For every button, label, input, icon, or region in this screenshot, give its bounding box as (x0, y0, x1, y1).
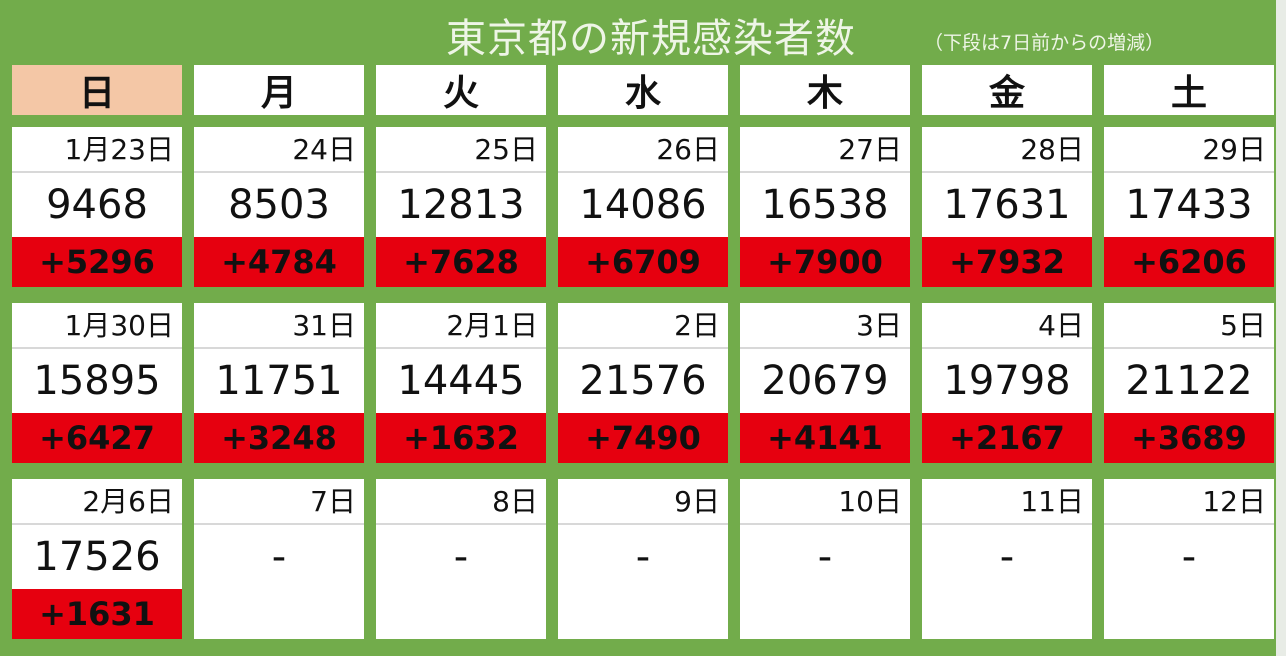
day-date: 4日 (922, 303, 1092, 349)
day-weekly-change: +4141 (740, 413, 910, 463)
weekday-header-wed: 水 (558, 65, 728, 115)
right-edge (1276, 0, 1286, 656)
weekday-header-sat: 土 (1104, 65, 1274, 115)
day-cell: 26日 14086 +6709 (558, 127, 728, 287)
page-subtitle: （下段は7日前からの増減） (924, 32, 1165, 54)
day-cell: 4日 19798 +2167 (922, 303, 1092, 463)
day-cell: 1月23日 9468 +5296 (12, 127, 182, 287)
day-cell: 28日 17631 +7932 (922, 127, 1092, 287)
weekday-header-thu: 木 (740, 65, 910, 115)
day-case-count: 17433 (1104, 173, 1274, 237)
day-weekly-change: +1631 (12, 589, 182, 639)
day-case-count: 21122 (1104, 349, 1274, 413)
day-date: 11日 (922, 479, 1092, 525)
day-weekly-change: +3248 (194, 413, 364, 463)
day-cell: 29日 17433 +6206 (1104, 127, 1274, 287)
day-case-count: 12813 (376, 173, 546, 237)
day-date: 12日 (1104, 479, 1274, 525)
day-cell: 10日 - (740, 479, 910, 639)
day-cell: 1月30日 15895 +6427 (12, 303, 182, 463)
day-cell: 25日 12813 +7628 (376, 127, 546, 287)
day-date: 5日 (1104, 303, 1274, 349)
day-date: 10日 (740, 479, 910, 525)
day-cell: 9日 - (558, 479, 728, 639)
day-weekly-change (194, 589, 364, 639)
day-weekly-change: +7628 (376, 237, 546, 287)
day-cell: 12日 - (1104, 479, 1274, 639)
weekday-header-tue: 火 (376, 65, 546, 115)
weekday-header-mon: 月 (194, 65, 364, 115)
day-weekly-change (922, 589, 1092, 639)
day-weekly-change: +4784 (194, 237, 364, 287)
day-date: 8日 (376, 479, 546, 525)
week-row: 1月30日 15895 +6427 31日 11751 +3248 2月1日 14445 +16… (12, 303, 1274, 463)
day-date: 2月6日 (12, 479, 182, 525)
day-date: 3日 (740, 303, 910, 349)
day-date: 7日 (194, 479, 364, 525)
day-weekly-change (1104, 589, 1274, 639)
day-date: 2日 (558, 303, 728, 349)
day-weekly-change: +3689 (1104, 413, 1274, 463)
day-cell: 2日 21576 +7490 (558, 303, 728, 463)
day-weekly-change: +6206 (1104, 237, 1274, 287)
day-weekly-change: +2167 (922, 413, 1092, 463)
day-date: 1月30日 (12, 303, 182, 349)
day-case-count: - (922, 525, 1092, 589)
day-case-count: 9468 (12, 173, 182, 237)
day-date: 26日 (558, 127, 728, 173)
day-date: 29日 (1104, 127, 1274, 173)
week-row: 1月23日 9468 +5296 24日 8503 +4784 25日 12813 +7628 2… (12, 127, 1274, 287)
day-weekly-change: +1632 (376, 413, 546, 463)
day-weekly-change (740, 589, 910, 639)
day-date: 24日 (194, 127, 364, 173)
day-cell: 31日 11751 +3248 (194, 303, 364, 463)
day-cell: 2月1日 14445 +1632 (376, 303, 546, 463)
day-case-count: 20679 (740, 349, 910, 413)
day-weekly-change: +6427 (12, 413, 182, 463)
day-cell: 2月6日 17526 +1631 (12, 479, 182, 639)
day-weekly-change: +7932 (922, 237, 1092, 287)
day-case-count: 16538 (740, 173, 910, 237)
day-case-count: 8503 (194, 173, 364, 237)
calendar-weeks: 1月23日 9468 +5296 24日 8503 +4784 25日 12813 +7628 2… (12, 127, 1274, 655)
day-case-count: - (558, 525, 728, 589)
day-weekly-change (558, 589, 728, 639)
weekday-header-row: 日 月 火 水 木 金 土 (12, 65, 1274, 115)
day-case-count: - (194, 525, 364, 589)
day-cell: 3日 20679 +4141 (740, 303, 910, 463)
day-cell: 5日 21122 +3689 (1104, 303, 1274, 463)
day-case-count: 15895 (12, 349, 182, 413)
day-case-count: 19798 (922, 349, 1092, 413)
day-weekly-change: +6709 (558, 237, 728, 287)
day-weekly-change (376, 589, 546, 639)
page-title: 東京都の新規感染者数 (446, 16, 856, 62)
day-weekly-change: +7490 (558, 413, 728, 463)
day-date: 25日 (376, 127, 546, 173)
day-case-count: 17631 (922, 173, 1092, 237)
day-cell: 7日 - (194, 479, 364, 639)
day-date: 9日 (558, 479, 728, 525)
day-case-count: 11751 (194, 349, 364, 413)
day-date: 1月23日 (12, 127, 182, 173)
day-case-count: 21576 (558, 349, 728, 413)
day-case-count: - (740, 525, 910, 589)
weekday-header-sun: 日 (12, 65, 182, 115)
day-weekly-change: +5296 (12, 237, 182, 287)
day-date: 2月1日 (376, 303, 546, 349)
day-case-count: 14086 (558, 173, 728, 237)
day-cell: 8日 - (376, 479, 546, 639)
day-case-count: - (1104, 525, 1274, 589)
day-date: 27日 (740, 127, 910, 173)
day-case-count: 17526 (12, 525, 182, 589)
day-case-count: - (376, 525, 546, 589)
day-weekly-change: +7900 (740, 237, 910, 287)
day-case-count: 14445 (376, 349, 546, 413)
day-date: 31日 (194, 303, 364, 349)
day-cell: 24日 8503 +4784 (194, 127, 364, 287)
week-row: 2月6日 17526 +1631 7日 -8日 -9日 -10日 -11日 -12日 - (12, 479, 1274, 639)
day-date: 28日 (922, 127, 1092, 173)
weekday-header-fri: 金 (922, 65, 1092, 115)
day-cell: 11日 - (922, 479, 1092, 639)
day-cell: 27日 16538 +7900 (740, 127, 910, 287)
